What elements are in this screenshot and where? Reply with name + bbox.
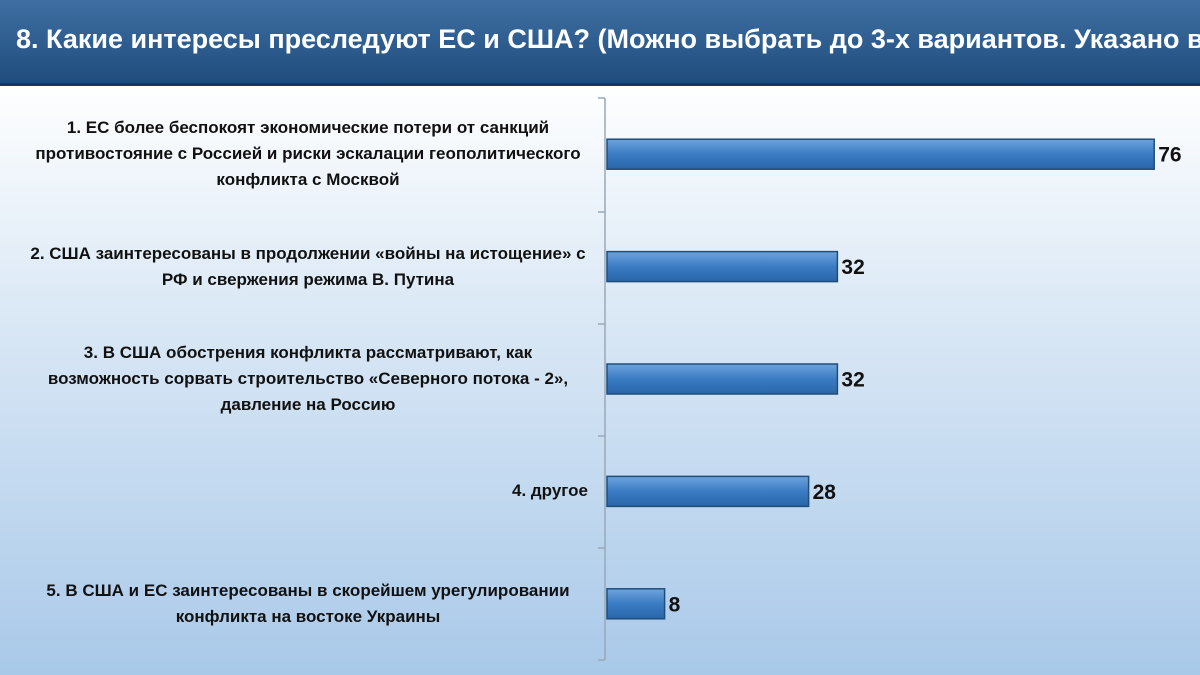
bar (606, 250, 839, 283)
value-label: 32 (841, 369, 864, 392)
bar (606, 363, 839, 395)
bar (606, 475, 810, 508)
value-label: 8 (669, 593, 681, 616)
category-label-box: 2. США заинтересованы в продолжении «вой… (28, 241, 588, 293)
category-label: 2. США заинтересованы в продолжении «вой… (30, 243, 586, 289)
value-label: 76 (1158, 144, 1181, 167)
category-label-box: 1. ЕС более беспокоят экономические поте… (28, 115, 588, 193)
value-label: 32 (841, 256, 864, 279)
category-label-box: 5. В США и ЕС заинтересованы в скорейшем… (28, 578, 588, 630)
chart-title: 8. Какие интересы преследуют ЕС и США? (… (0, 0, 1200, 86)
category-separators (598, 97, 605, 661)
bar (606, 138, 1155, 170)
category-label-box: 3. В США обострения конфликта рассматрив… (28, 340, 588, 418)
value-label: 28 (813, 481, 837, 504)
bar (606, 588, 666, 620)
category-label: 5. В США и ЕС заинтересованы в скорейшем… (46, 580, 570, 626)
category-label-box: 4. другое (28, 478, 588, 504)
category-label: 3. В США обострения конфликта рассматрив… (47, 343, 569, 414)
category-label: 1. ЕС более беспокоят экономические поте… (35, 118, 581, 190)
category-label: 4. другое (511, 481, 588, 501)
